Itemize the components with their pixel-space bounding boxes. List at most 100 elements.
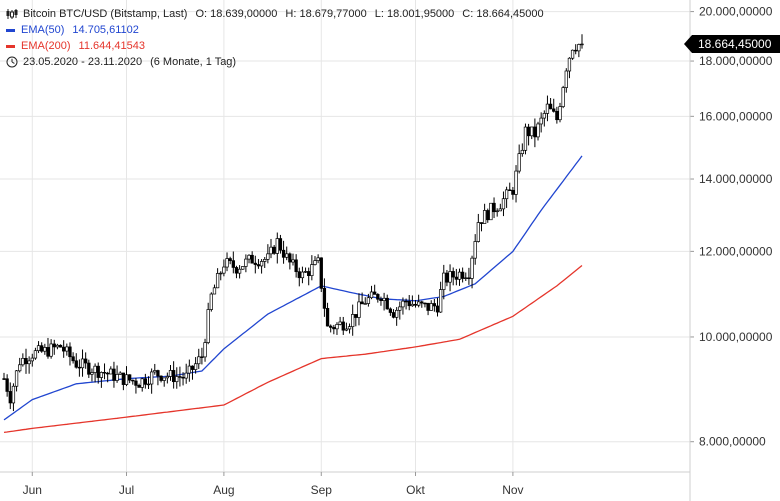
candle [545, 95, 550, 122]
candle [112, 361, 116, 388]
candle [118, 371, 122, 375]
candle [212, 284, 217, 295]
candle-body [99, 372, 104, 378]
candle-body [526, 126, 531, 137]
candle-body [511, 189, 515, 195]
candle [275, 232, 279, 264]
candle [234, 265, 239, 279]
candle-body [215, 273, 220, 289]
candle [146, 376, 151, 390]
candle-body [171, 370, 176, 383]
candle [121, 372, 126, 391]
candle-body [300, 271, 305, 279]
instrument-name: Bitcoin BTC/USD (Bitstamp, Last) [23, 8, 188, 20]
candlestick-icon [6, 9, 18, 19]
candle-body [128, 374, 132, 381]
candle [153, 363, 157, 375]
candle [316, 254, 320, 264]
candle-body [448, 271, 452, 283]
candle [435, 297, 440, 317]
candle [467, 267, 471, 285]
x-tick-label: Sep [311, 483, 333, 497]
candle-body [294, 259, 298, 273]
ema50-value: 14.705,61102 [72, 24, 139, 36]
candle-body [266, 253, 270, 260]
candle [62, 340, 66, 358]
candle-body [423, 302, 427, 305]
candle [426, 302, 430, 316]
candle-body [281, 249, 286, 258]
last-price-badge-shape [684, 35, 780, 54]
candle-body [435, 305, 440, 313]
candle-body [206, 309, 210, 343]
candle-body [530, 126, 534, 137]
candle-body [237, 268, 242, 274]
candle-body [55, 344, 60, 348]
candle-body [351, 314, 355, 327]
candle-body [162, 377, 166, 381]
candle [52, 339, 56, 355]
candle-body [14, 370, 19, 387]
candle [561, 85, 565, 109]
candle-body [156, 370, 160, 377]
candle-body [420, 301, 424, 304]
candle-body [231, 260, 235, 268]
candle-body [291, 259, 295, 263]
candle-body [457, 271, 462, 280]
candle [310, 255, 314, 281]
candle [219, 271, 223, 281]
candle [46, 337, 50, 359]
x-axis: Jun Jul Aug Sep Okt Nov [0, 471, 690, 497]
candle [244, 254, 248, 273]
candle [369, 285, 374, 300]
candle [479, 222, 484, 232]
candle-body [552, 108, 556, 112]
candle [206, 302, 210, 345]
candle-body [366, 297, 371, 304]
candle [495, 208, 499, 217]
candle [417, 294, 421, 308]
candle-body [363, 303, 367, 305]
candle-body [43, 347, 47, 352]
y-tick-label: 20.000,00000 [699, 5, 773, 19]
candle [281, 240, 286, 264]
high-value: H: 18.679,77000 [285, 8, 367, 20]
candle-body [297, 271, 301, 279]
candle [451, 267, 455, 286]
candle-body [354, 314, 358, 318]
candle [96, 362, 100, 384]
candle-body [482, 210, 487, 224]
candle-body [561, 87, 565, 107]
candle-body [193, 363, 198, 370]
candle-body [417, 301, 421, 306]
candle [77, 359, 82, 377]
candle [429, 300, 433, 311]
candle [65, 343, 69, 356]
candle [93, 363, 97, 383]
candle [175, 367, 179, 389]
candle-body [580, 43, 584, 46]
candle [285, 246, 289, 261]
candle [523, 123, 528, 155]
candle [171, 361, 176, 389]
candle-body [36, 345, 41, 352]
candle-body [165, 376, 169, 379]
candle [577, 43, 581, 58]
candle [68, 342, 72, 366]
candle-body [577, 44, 581, 52]
candle [492, 197, 496, 219]
candle [55, 343, 60, 350]
candle [288, 252, 292, 270]
candle [247, 254, 251, 264]
ema50-line [3, 155, 583, 421]
ema50-label: EMA(50) [21, 24, 65, 36]
candle [294, 254, 298, 278]
candle [99, 371, 104, 388]
candle [489, 202, 493, 221]
candle-body [391, 312, 396, 318]
candle [40, 342, 44, 353]
x-tick-label: Okt [406, 483, 425, 497]
candle [237, 265, 242, 279]
candle [21, 353, 25, 367]
candle-body [187, 365, 191, 374]
